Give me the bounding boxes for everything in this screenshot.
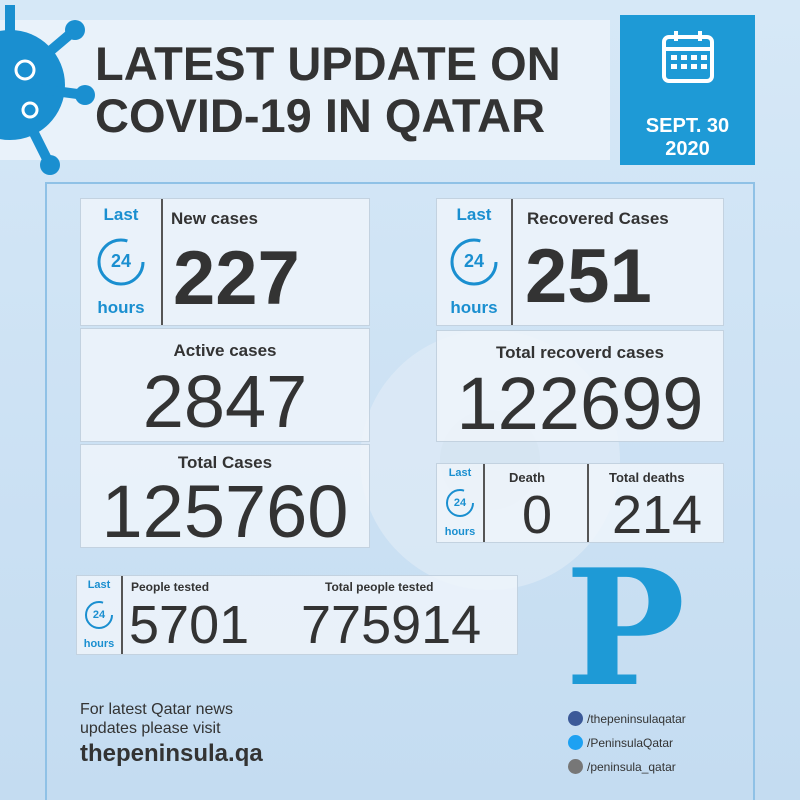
twitter-icon <box>568 735 583 750</box>
date-box: SEPT. 30 2020 <box>620 15 755 165</box>
card-value: 122699 <box>456 362 704 445</box>
card-label: Active cases <box>173 341 277 360</box>
card-value: 125760 <box>101 470 349 553</box>
active-card: Active cases 2847 <box>80 328 370 442</box>
last-24-hours-badge: Last 24 hours <box>81 199 163 325</box>
clock-circle <box>97 238 145 286</box>
divider <box>587 464 589 542</box>
total-cases-card: Total Cases 125760 <box>80 444 370 553</box>
tested-card: Last 24 hours People tested 5701 Total peo… <box>76 575 518 655</box>
card-value: 775914 <box>301 595 482 655</box>
badge-text: Last <box>87 579 111 591</box>
badge-text: Last <box>448 467 472 479</box>
main-panel <box>45 182 755 800</box>
header-band <box>0 20 610 160</box>
card-label: Total Cases <box>177 453 273 472</box>
social-handle: /thepeninsulaqatar <box>587 711 686 726</box>
total-recovered-card: Total recoverd cases 122699 <box>436 330 724 442</box>
card-value: 2847 <box>142 360 308 443</box>
footer-text: updates please visit <box>80 720 221 737</box>
logo: P <box>565 534 686 722</box>
card-label: Total recoverd cases <box>496 343 664 362</box>
clock-number: 24 <box>111 251 131 271</box>
badge-text: hours <box>83 638 115 650</box>
card-value: 214 <box>611 485 703 545</box>
new-cases-card: Last 24 hours New cases 227 <box>80 198 370 326</box>
card-label: Death <box>509 470 546 485</box>
website[interactable]: thepeninsula.qa <box>80 740 263 767</box>
clock-icon: 24 <box>97 238 145 286</box>
clock-circle <box>450 238 498 286</box>
recovered-card: Last 24 hours Recovered Cases 251 <box>436 198 724 326</box>
clock-circle <box>85 601 113 629</box>
clock-icon: 24 <box>446 489 474 517</box>
deaths-card: Last 24 hours Death 0 Total deaths 214 <box>436 463 724 543</box>
badge-text: hours <box>450 298 498 317</box>
last-24-hours-badge: Last 24 hours <box>437 464 485 542</box>
social-link[interactable]: /thepeninsulaqatar <box>568 711 686 726</box>
title: LATEST UPDATE ON COVID-19 IN QATAR <box>95 38 561 142</box>
clock-circle <box>446 489 474 517</box>
date-text: SEPT. 30 <box>645 115 730 137</box>
badge-text: Last <box>103 205 139 224</box>
card-label: Total people tested <box>325 580 434 594</box>
title-line: LATEST UPDATE ON <box>95 37 561 90</box>
date-text: 2020 <box>665 138 710 160</box>
last-24-hours-badge: Last 24 hours <box>437 199 513 325</box>
clock-icon: 24 <box>450 238 498 286</box>
card-value: 5701 <box>129 595 250 655</box>
clock-number: 24 <box>464 251 484 271</box>
clock-number: 24 <box>93 609 106 621</box>
social-handle: /PeninsulaQatar <box>587 735 674 750</box>
social-link[interactable]: /PeninsulaQatar <box>568 735 673 750</box>
social-link[interactable]: /peninsula_qatar <box>568 759 676 774</box>
card-value: 0 <box>521 485 553 545</box>
instagram-icon <box>568 759 583 774</box>
virus-icon <box>0 5 95 175</box>
card-label: New cases <box>171 209 258 228</box>
last-24-hours-badge: Last 24 hours <box>77 576 123 654</box>
facebook-icon <box>568 711 583 726</box>
badge-text: Last <box>456 205 492 224</box>
clock-icon: 24 <box>85 601 113 629</box>
card-label: Recovered Cases <box>527 209 669 228</box>
card-label: People tested <box>131 580 210 594</box>
card-value: 251 <box>525 234 652 319</box>
badge-text: hours <box>444 526 476 538</box>
clock-number: 24 <box>454 497 467 509</box>
social-handle: /peninsula_qatar <box>587 759 676 774</box>
card-value: 227 <box>173 236 300 321</box>
footer: For latest Qatar news updates please vis… <box>80 700 263 767</box>
card-label: Total deaths <box>609 470 685 485</box>
footer-text: For latest Qatar news <box>80 701 233 718</box>
badge-text: hours <box>97 298 145 317</box>
title-line: COVID-19 IN QATAR <box>95 89 546 142</box>
calendar-icon <box>661 31 714 83</box>
